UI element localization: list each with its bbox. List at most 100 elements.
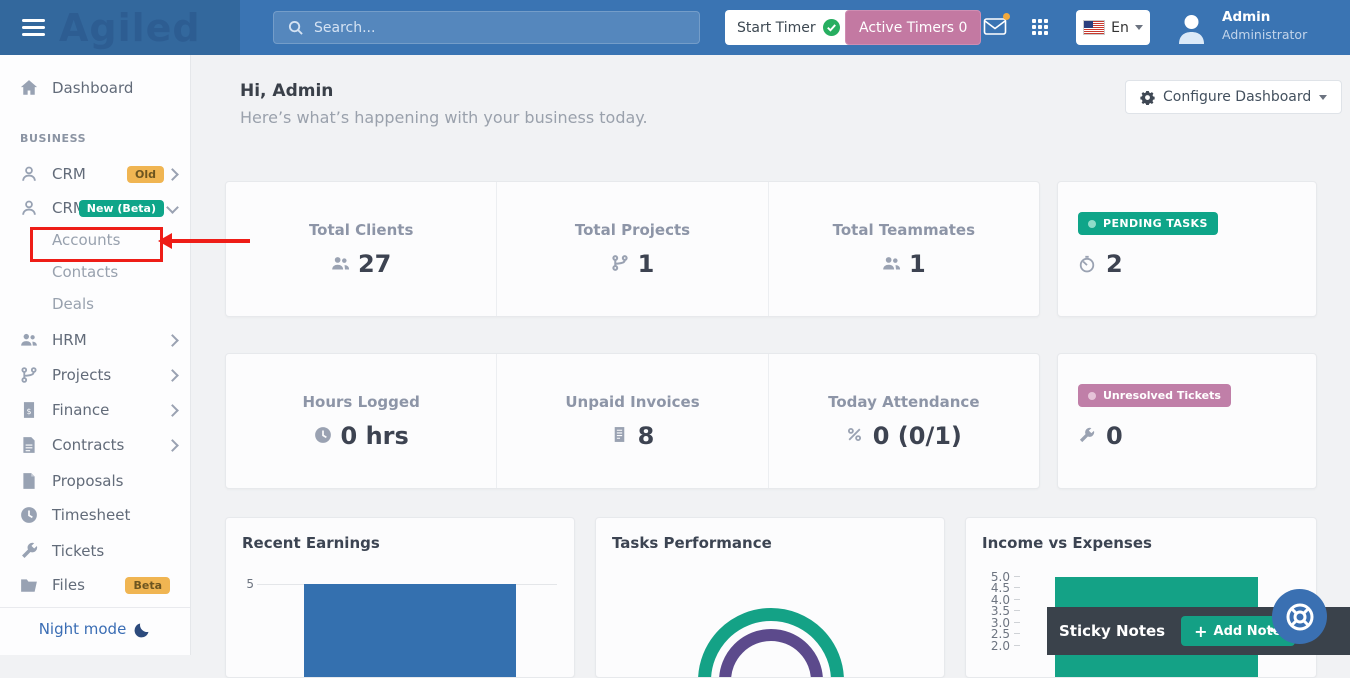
stats-row-2: Hours Logged 0 hrs Unpaid Invoices 8 Tod… [225, 353, 1040, 489]
wrench-icon [1078, 427, 1097, 446]
page-title: Hi, Admin [240, 81, 334, 101]
search-box[interactable] [273, 11, 700, 44]
gear-icon [1140, 90, 1155, 105]
chevron-right-icon [166, 333, 179, 347]
stat-value: 1 [908, 249, 926, 278]
chart-title: Income vs Expenses [982, 534, 1152, 552]
people-icon [20, 331, 38, 349]
user-menu[interactable]: Admin Administrator [1222, 9, 1307, 43]
user-icon [20, 165, 38, 183]
mail-icon[interactable] [983, 13, 1010, 40]
sidebar-item-label: CRM [52, 165, 86, 183]
branch-icon [20, 366, 38, 384]
home-icon [20, 79, 38, 97]
stat-unpaid-invoices: Unpaid Invoices 8 [496, 354, 767, 488]
invoice-icon [611, 426, 630, 445]
active-timers-button[interactable]: Active Timers 0 [845, 10, 982, 45]
moon-icon [134, 623, 149, 637]
sidebar-item-contracts[interactable]: Contracts [0, 432, 190, 458]
earnings-bar [304, 584, 516, 677]
stat-value: 0 [1106, 422, 1123, 450]
y-axis-tick: 3.0 [990, 616, 1010, 630]
y-axis-dash [1014, 576, 1020, 577]
sticky-notes-title: Sticky Notes [1059, 622, 1166, 640]
language-label: En [1111, 19, 1129, 36]
stat-label: Total Projects [574, 220, 691, 239]
y-axis-tick: 4.0 [990, 593, 1010, 607]
night-mode-toggle[interactable]: Night mode [0, 616, 190, 642]
stat-value: 27 [357, 249, 392, 278]
sidebar-item-crm-old[interactable]: CRM Old [0, 161, 190, 187]
sidebar-item-deals[interactable]: Deals [0, 291, 190, 317]
start-timer-label: Start Timer [737, 19, 816, 36]
clock-icon [314, 426, 333, 445]
sidebar-item-dashboard[interactable]: Dashboard [0, 75, 190, 101]
y-axis-tick: 3.5 [990, 604, 1010, 618]
search-input[interactable] [312, 18, 676, 37]
branch-icon [611, 254, 630, 273]
chevron-right-icon [166, 438, 179, 452]
y-axis-tick: 2.0 [990, 639, 1010, 653]
app-logo: Agiled [59, 5, 201, 50]
chevron-down-icon [166, 201, 179, 214]
pending-tasks-card: PENDING TASKS 2 [1057, 181, 1317, 317]
us-flag-icon [1083, 20, 1106, 35]
annotation-box [30, 227, 163, 262]
sidebar-item-projects[interactable]: Projects [0, 362, 190, 388]
help-floating-button[interactable] [1272, 589, 1327, 644]
annotation-arrow [172, 239, 250, 243]
caret-down-icon [1319, 94, 1328, 100]
sidebar: Dashboard BUSINESS CRM Old CRM New (Beta… [0, 55, 191, 655]
stat-label: Total Clients [308, 220, 414, 239]
annotation-arrow-head [158, 233, 172, 249]
sidebar-item-crm-new[interactable]: CRM New (Beta) [0, 195, 190, 221]
y-axis-dash [1014, 645, 1020, 646]
sidebar-item-accounts[interactable]: Accounts [0, 227, 190, 253]
unresolved-tickets-card: Unresolved Tickets 0 [1057, 353, 1317, 489]
status-dot [1088, 219, 1096, 228]
configure-dashboard-label: Configure Dashboard [1163, 89, 1312, 105]
lifebuoy-icon [1286, 603, 1313, 630]
chevron-right-icon [166, 368, 179, 382]
hamburger-menu-icon[interactable] [22, 15, 45, 40]
stat-value: 0 hrs [340, 421, 409, 450]
sidebar-item-label: CRM [52, 199, 86, 217]
sidebar-item-timesheet[interactable]: Timesheet [0, 502, 190, 528]
stat-label: Total Teammates [832, 220, 976, 239]
stat-value: 0 (0/1) [872, 421, 962, 450]
language-selector[interactable]: En [1076, 10, 1150, 45]
sidebar-item-label: HRM [52, 331, 87, 349]
sidebar-item-label: Timesheet [52, 506, 131, 524]
y-axis-tick: 4.5 [990, 581, 1010, 595]
configure-dashboard-button[interactable]: Configure Dashboard [1125, 80, 1343, 114]
avatar[interactable] [1175, 11, 1208, 44]
contract-icon [20, 436, 38, 454]
y-axis-dash [1014, 622, 1020, 623]
plus-icon: + [1194, 621, 1208, 641]
chart-title: Recent Earnings [242, 534, 380, 552]
sidebar-item-label: Proposals [52, 472, 124, 490]
stat-total-clients: Total Clients 27 [226, 182, 496, 316]
night-mode-label: Night mode [38, 620, 127, 638]
stat-label: Hours Logged [302, 392, 420, 411]
sidebar-item-proposals[interactable]: Proposals [0, 468, 190, 494]
sidebar-item-contacts[interactable]: Contacts [0, 259, 190, 285]
new-beta-badge: New (Beta) [78, 199, 164, 217]
tasks-performance-card: Tasks Performance [595, 517, 945, 678]
chevron-right-icon [166, 167, 179, 181]
user-role: Administrator [1222, 26, 1308, 42]
page-subtitle: Here’s what’s happening with your busine… [240, 108, 648, 127]
sidebar-item-files[interactable]: Files Beta [0, 572, 190, 598]
y-axis-tick: 5 [246, 577, 254, 591]
stat-hours-logged: Hours Logged 0 hrs [226, 354, 496, 488]
add-note-label: Add Note [1213, 623, 1282, 639]
sidebar-item-tickets[interactable]: Tickets [0, 538, 190, 564]
sidebar-item-finance[interactable]: $ Finance [0, 397, 190, 423]
sidebar-item-hrm[interactable]: HRM [0, 327, 190, 353]
topbar: Agiled Start Timer Active Timers 0 En Ad… [0, 0, 1350, 55]
sidebar-item-label: Contacts [52, 263, 119, 281]
apps-grid-icon[interactable] [1032, 19, 1050, 37]
stat-total-projects: Total Projects 1 [496, 182, 767, 316]
start-timer-button[interactable]: Start Timer [725, 10, 852, 45]
